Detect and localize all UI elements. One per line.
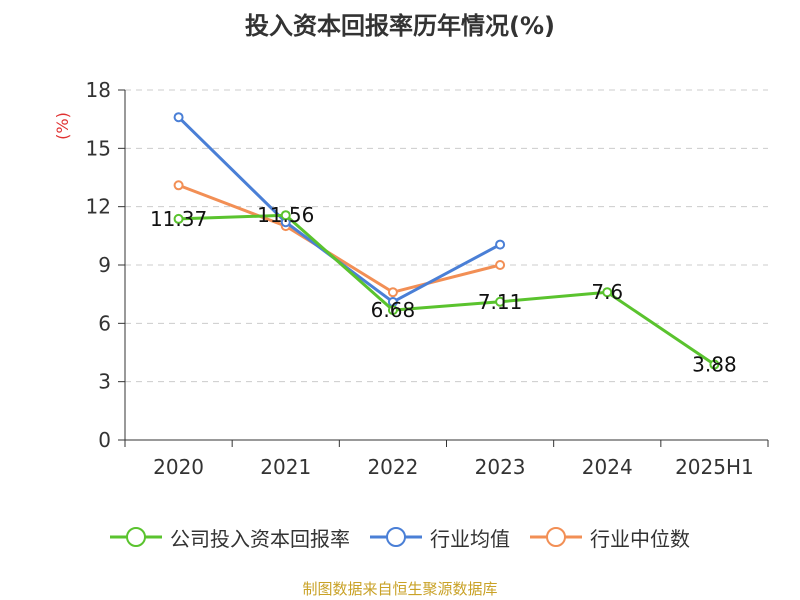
series-line	[178, 183, 501, 294]
data-point	[495, 260, 506, 270]
y-tick-label: 12	[86, 195, 111, 219]
y-tick-label: 9	[98, 253, 111, 277]
y-tick-label: 6	[98, 311, 111, 335]
x-tick-label: 2020	[153, 455, 204, 479]
legend-item[interactable]: 行业中位数	[530, 523, 690, 552]
x-tick-label: 2022	[367, 455, 418, 479]
data-labels: 11.37 11.56 6.68 7.11 7.6 3.88	[150, 203, 737, 376]
data-point	[495, 239, 506, 250]
legend-swatch-icon	[110, 527, 162, 547]
x-tick-label: 2024	[582, 455, 633, 479]
legend-swatch-icon	[370, 527, 422, 547]
legend-label: 行业中位数	[590, 526, 690, 551]
grid-lines	[125, 89, 768, 383]
y-tick-label: 3	[98, 370, 111, 394]
legend-item[interactable]: 公司投入资本回报率	[110, 523, 350, 552]
data-point	[173, 180, 184, 191]
x-tick-label: 2021	[260, 455, 311, 479]
data-label: 3.88	[692, 353, 737, 377]
data-point	[280, 210, 291, 221]
y-tick-label: 15	[86, 136, 111, 160]
y-tick-label: 0	[98, 428, 111, 452]
data-label: 11.56	[257, 203, 314, 227]
series-lines	[173, 112, 720, 370]
legend-swatch-icon	[530, 527, 582, 547]
source-note: 制图数据来自恒生聚源数据库	[302, 580, 498, 598]
data-label: 11.37	[150, 207, 207, 231]
data-label: 7.6	[591, 280, 623, 304]
data-point	[709, 359, 720, 370]
legend-label: 行业均值	[430, 526, 510, 551]
data-point	[387, 305, 398, 316]
data-point	[387, 287, 398, 298]
data-label: 6.68	[371, 298, 416, 322]
legend-label: 公司投入资本回报率	[170, 526, 350, 551]
data-point	[173, 213, 184, 224]
chart-legend: 公司投入资本回报率 行业均值 行业中位数	[0, 520, 800, 554]
y-tick-label: 18	[86, 78, 111, 102]
x-tick-label: 2023	[475, 455, 526, 479]
series-line	[177, 116, 501, 304]
chart-title: 投入资本回报率历年情况(%)	[245, 12, 555, 40]
data-point	[602, 287, 613, 298]
series-line	[178, 213, 716, 366]
data-point	[495, 296, 506, 307]
x-tick-label: 2025H1	[675, 455, 754, 479]
data-label: 7.11	[478, 290, 523, 314]
y-axis-label: (%)	[53, 112, 72, 140]
axes: 0 3 6 9 12 15 18 2020 2021 2022 2023 2024 2025H1 (%)	[53, 78, 769, 479]
data-point	[173, 112, 184, 123]
legend-item[interactable]: 行业均值	[370, 523, 510, 552]
